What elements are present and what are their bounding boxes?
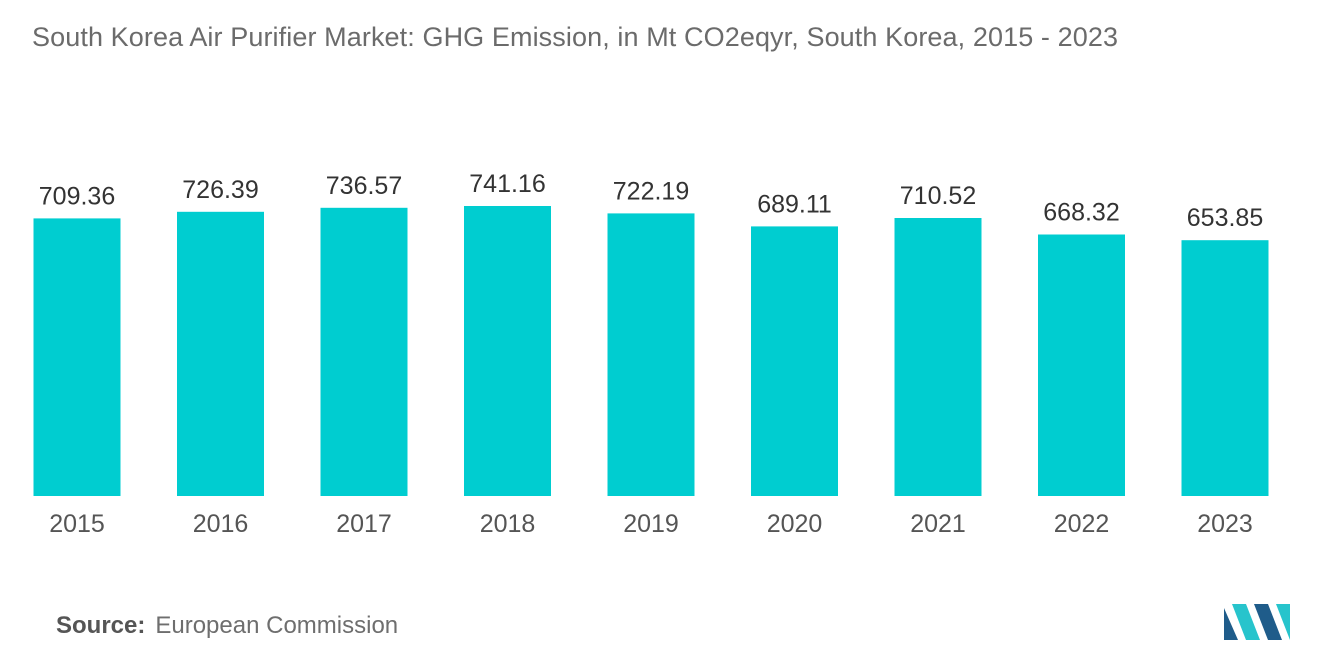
source-label: Source:	[56, 612, 146, 639]
bar-2019	[607, 213, 695, 496]
bar-2020	[751, 226, 838, 496]
bar-2015	[33, 218, 121, 496]
data-label-2015: 709.36	[39, 182, 115, 210]
data-label-2017: 736.57	[326, 172, 402, 200]
x-tick-label-2022: 2022	[1054, 510, 1110, 538]
bar-2022	[1038, 234, 1125, 496]
x-tick-label-2017: 2017	[336, 510, 392, 538]
source-text: European Commission	[155, 612, 399, 639]
data-label-2018: 741.16	[469, 170, 545, 198]
x-tick-label-2021: 2021	[910, 510, 966, 538]
data-label-2023: 653.85	[1187, 204, 1263, 232]
data-label-2020: 689.11	[757, 190, 832, 218]
chart-title: South Korea Air Purifier Market: GHG Emi…	[32, 22, 1119, 52]
data-label-2016: 726.39	[182, 176, 258, 204]
x-tick-label-2015: 2015	[49, 510, 105, 538]
x-tick-label-2018: 2018	[480, 510, 536, 538]
mordor-intelligence-logo-icon	[1224, 604, 1290, 640]
source-note: Source: European Commission	[56, 612, 398, 640]
x-tick-label-2019: 2019	[623, 510, 679, 538]
bar-2021	[894, 218, 982, 496]
bar-chart: 709.36 2015 726.39 2016 736.57 2017 741.16 2018…	[33, 170, 1269, 538]
x-tick-label-2020: 2020	[767, 510, 823, 538]
data-label-2021: 710.52	[900, 182, 976, 210]
x-tick-label-2023: 2023	[1197, 510, 1253, 538]
bar-2023	[1181, 240, 1269, 496]
data-label-2022: 668.32	[1043, 199, 1119, 227]
bar-2017	[320, 207, 408, 497]
x-tick-label-2016: 2016	[193, 510, 249, 538]
bar-2016	[177, 211, 264, 497]
bar-2018	[464, 206, 551, 496]
data-label-2019: 722.19	[613, 177, 689, 205]
